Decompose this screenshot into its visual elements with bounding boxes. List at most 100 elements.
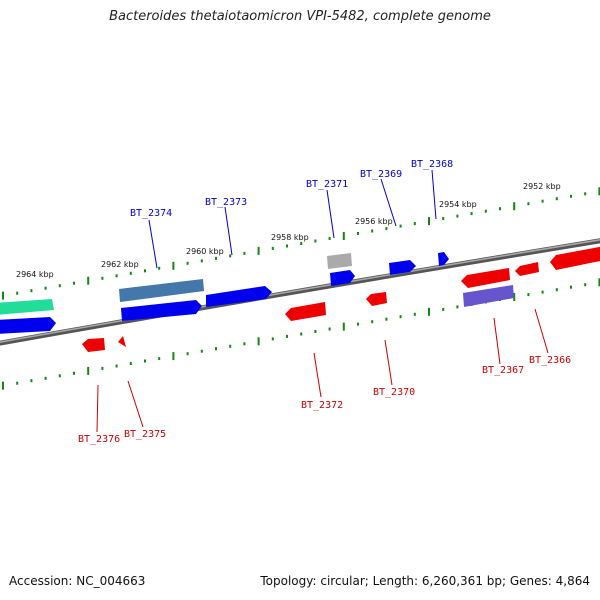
gene-blue-2374[interactable] bbox=[121, 300, 202, 321]
forward-minor-tick bbox=[499, 207, 501, 211]
forward-minor-tick bbox=[286, 244, 288, 248]
reverse-minor-tick bbox=[570, 285, 572, 289]
gene-bt-2371-grey[interactable] bbox=[327, 253, 352, 269]
forward-minor-tick bbox=[470, 212, 473, 216]
forward-minor-tick bbox=[271, 246, 274, 250]
reverse-genes bbox=[82, 246, 600, 352]
forward-minor-tick bbox=[229, 254, 232, 258]
reverse-minor-tick bbox=[243, 342, 246, 346]
gene-bt-2369[interactable] bbox=[389, 260, 416, 275]
gene-purple[interactable] bbox=[463, 285, 514, 307]
forward-major-tick bbox=[428, 217, 430, 226]
reverse-minor-tick bbox=[314, 330, 317, 333]
gene-bt-2374[interactable] bbox=[119, 279, 204, 302]
reverse-minor-tick bbox=[58, 374, 61, 378]
reverse-minor-tick bbox=[44, 376, 47, 380]
forward-major-tick bbox=[2, 291, 4, 300]
forward-major-tick bbox=[172, 261, 175, 270]
forward-minor-tick bbox=[484, 209, 487, 213]
kbp-label-2952: 2952 kbp bbox=[523, 182, 561, 191]
forward-minor-tick bbox=[584, 192, 587, 196]
gene-label-bt-2369[interactable]: BT_2369 bbox=[360, 169, 402, 180]
forward-major-tick bbox=[257, 246, 260, 255]
reverse-minor-tick bbox=[541, 290, 544, 294]
reverse-minor-tick bbox=[73, 371, 75, 375]
reverse-major-tick bbox=[342, 322, 345, 331]
gene-label-bt-2370[interactable]: BT_2370 bbox=[373, 387, 415, 398]
gene-bt-2366-b[interactable] bbox=[550, 246, 600, 270]
gene-bt-2375[interactable] bbox=[118, 336, 126, 347]
gene-bt-2367[interactable] bbox=[461, 268, 510, 288]
gene-bt-2373[interactable] bbox=[206, 286, 272, 307]
accession-text: Accession: NC_004663 bbox=[9, 574, 146, 588]
forward-minor-tick bbox=[442, 217, 445, 221]
gene-bt-2371[interactable] bbox=[330, 270, 355, 286]
gene-label-bt-2373[interactable]: BT_2373 bbox=[205, 197, 247, 208]
forward-major-tick bbox=[513, 202, 516, 211]
gene-bt-2368[interactable] bbox=[438, 252, 449, 266]
forward-minor-tick bbox=[570, 194, 572, 198]
reverse-minor-tick bbox=[186, 352, 189, 356]
forward-minor-tick bbox=[399, 224, 402, 228]
kbp-label-2964: 2964 kbp bbox=[16, 270, 54, 279]
gene-label-bt-2367[interactable]: BT_2367 bbox=[482, 365, 524, 376]
gene-bt-2372[interactable] bbox=[285, 302, 326, 321]
forward-minor-tick bbox=[243, 251, 246, 255]
reverse-minor-tick bbox=[371, 320, 374, 324]
kbp-label-2958: 2958 kbp bbox=[271, 233, 309, 242]
forward-minor-tick bbox=[200, 259, 203, 263]
genome-summary-text: Topology: circular; Length: 6,260,361 bp… bbox=[260, 574, 590, 588]
forward-minor-tick bbox=[73, 281, 75, 285]
reverse-minor-tick bbox=[101, 366, 104, 370]
forward-minor-tick bbox=[527, 202, 530, 206]
gene-bt-2366-a[interactable] bbox=[515, 262, 539, 276]
forward-minor-tick bbox=[357, 232, 359, 235]
genome-backbone-highlight bbox=[0, 239, 600, 343]
gene-blue-left[interactable] bbox=[0, 317, 56, 334]
gene-label-bt-2374[interactable]: BT_2374 bbox=[130, 208, 172, 219]
reverse-minor-tick bbox=[442, 307, 445, 311]
gene-label-bt-2368[interactable]: BT_2368 bbox=[411, 159, 453, 170]
forward-minor-tick bbox=[30, 289, 33, 293]
reverse-minor-tick bbox=[144, 359, 146, 363]
reverse-minor-tick bbox=[584, 283, 587, 287]
forward-minor-tick bbox=[186, 261, 189, 265]
reverse-minor-tick bbox=[286, 334, 288, 338]
gene-green[interactable] bbox=[0, 299, 54, 315]
reverse-minor-tick bbox=[357, 322, 359, 326]
reverse-label-lines bbox=[96, 308, 549, 433]
gene-label-bt-2376[interactable]: BT_2376 bbox=[78, 434, 120, 445]
reverse-minor-tick bbox=[456, 305, 459, 309]
map-title: Bacteroides thetaiotaomicron VPI-5482, c… bbox=[109, 9, 491, 24]
forward-minor-tick bbox=[385, 227, 388, 231]
forward-minor-tick bbox=[555, 197, 558, 201]
reverse-minor-tick bbox=[129, 362, 132, 365]
gene-label-bt-2371[interactable]: BT_2371 bbox=[306, 179, 348, 190]
reverse-minor-tick bbox=[271, 337, 274, 341]
reverse-minor-tick bbox=[229, 344, 232, 348]
kbp-label-2962: 2962 kbp bbox=[101, 260, 139, 269]
forward-major-tick bbox=[87, 276, 90, 285]
kbp-label-2960: 2960 kbp bbox=[186, 247, 224, 256]
reverse-major-tick bbox=[513, 293, 516, 301]
forward-minor-tick bbox=[215, 256, 217, 260]
gene-bt-2370[interactable] bbox=[366, 292, 387, 306]
reverse-minor-tick bbox=[385, 317, 388, 321]
gene-bt-2376[interactable] bbox=[82, 338, 105, 352]
reverse-major-tick bbox=[428, 307, 430, 316]
reverse-minor-tick bbox=[399, 315, 402, 319]
gene-label-bt-2375[interactable]: BT_2375 bbox=[124, 429, 166, 440]
gene-label-bt-2366[interactable]: BT_2366 bbox=[529, 355, 571, 366]
forward-tick-row bbox=[2, 187, 600, 300]
reverse-minor-tick bbox=[300, 332, 303, 336]
forward-label-lines bbox=[148, 169, 437, 269]
reverse-major-tick bbox=[2, 381, 4, 390]
genome-backbone bbox=[0, 238, 600, 346]
forward-minor-tick bbox=[413, 222, 416, 226]
kbp-label-2956: 2956 kbp bbox=[355, 217, 393, 226]
gene-label-bt-2372[interactable]: BT_2372 bbox=[301, 400, 343, 411]
reverse-minor-tick bbox=[115, 364, 118, 368]
reverse-minor-tick bbox=[527, 293, 530, 297]
reverse-minor-tick bbox=[158, 357, 161, 361]
reverse-major-tick bbox=[172, 352, 175, 361]
